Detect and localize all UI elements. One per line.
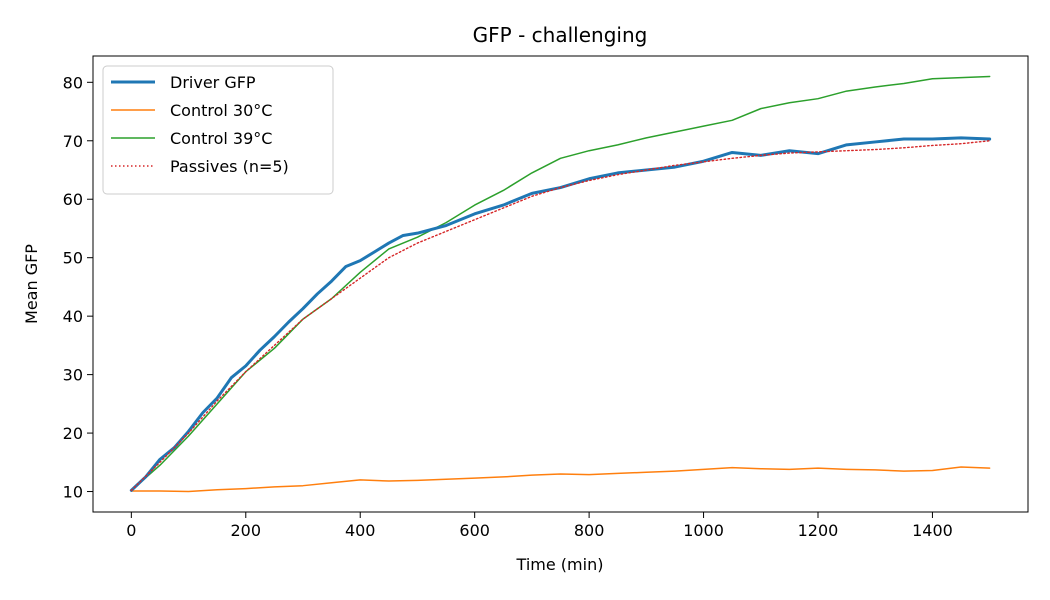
legend-label: Control 30°C [170, 101, 272, 120]
x-tick-label: 800 [574, 521, 605, 540]
y-tick-label: 60 [63, 190, 83, 209]
legend-box [102, 65, 334, 195]
series-line-control-39-c [130, 75, 991, 492]
y-tick-label: 70 [63, 132, 83, 151]
series-line-control-30-c [130, 466, 991, 493]
y-tick-label: 80 [63, 73, 83, 92]
y-axis-title: Mean GFP [22, 244, 41, 324]
x-tick-label: 1200 [798, 521, 839, 540]
legend-label: Control 39°C [170, 129, 272, 148]
x-axis-title: Time (min) [516, 555, 604, 574]
x-tick-label: 600 [459, 521, 490, 540]
legend: Driver GFP Control 30°C Control 39°C Passiv… [102, 65, 334, 195]
legend-label: Driver GFP [170, 73, 256, 92]
series-line-passives-n-5 [130, 140, 991, 492]
x-tick-label: 1400 [912, 521, 953, 540]
x-tick-label: 200 [231, 521, 262, 540]
y-tick-label: 30 [63, 366, 83, 385]
y-tick-label: 40 [63, 307, 83, 326]
series-layer [129, 75, 992, 493]
x-axis: 0 200 400 600 800 1000 1200 1400 [126, 512, 953, 540]
plot-frame [92, 55, 1029, 513]
x-tick-label: 400 [345, 521, 376, 540]
y-tick-label: 10 [63, 483, 83, 502]
y-tick-label: 20 [63, 424, 83, 443]
y-axis: 10 20 30 40 50 60 70 80 [63, 73, 93, 502]
legend-label: Passives (n=5) [170, 157, 289, 176]
x-tick-label: 1000 [683, 521, 724, 540]
x-tick-label: 0 [126, 521, 136, 540]
series-line-driver-gfp [129, 136, 992, 492]
y-tick-label: 50 [63, 249, 83, 268]
chart-title: GFP - challenging [473, 23, 648, 47]
